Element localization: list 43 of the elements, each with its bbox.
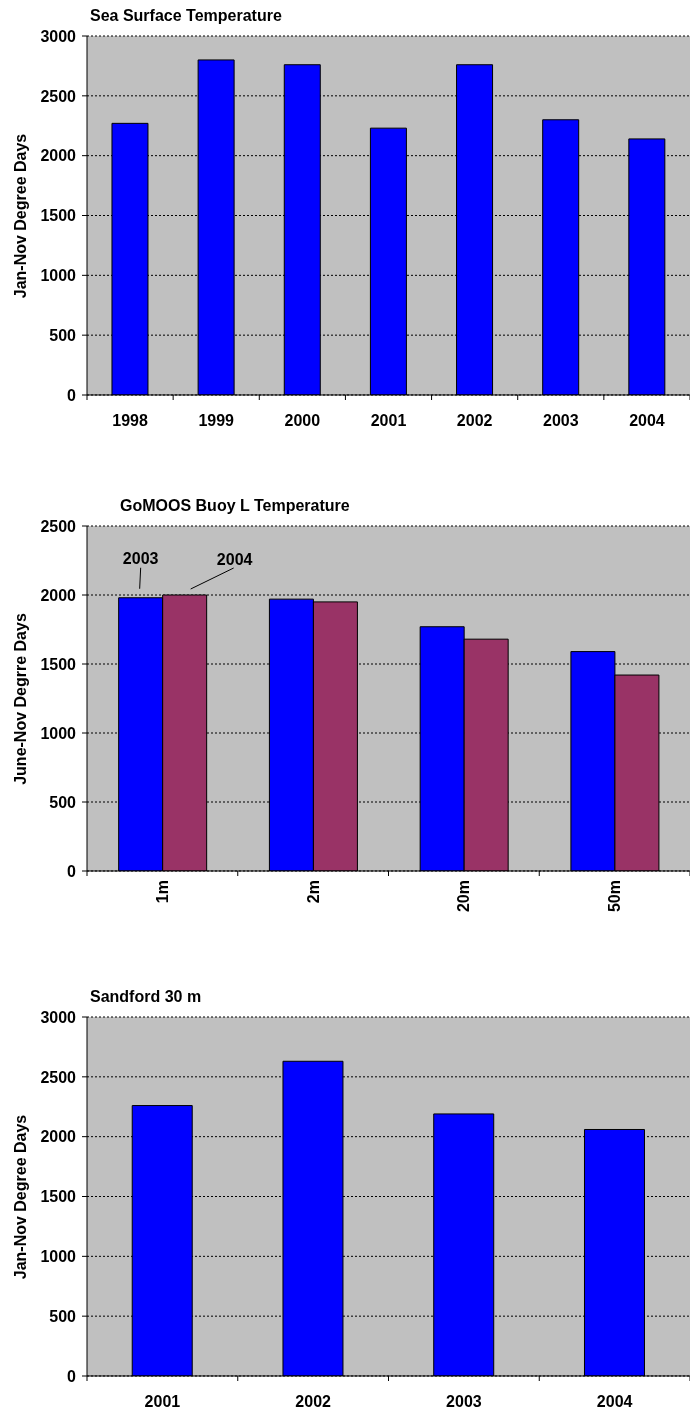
y-axis-title: Jan-Nov Degree Days [10,1114,30,1279]
y-tick-label: 1000 [40,1248,77,1266]
x-tick-label: 2004 [596,1393,633,1410]
x-tick-label: 2001 [370,412,407,429]
y-tick-label: 1000 [40,724,77,742]
y-tick-label: 2000 [40,586,77,604]
x-tick-label: 2003 [446,1393,482,1410]
y-tick-label: 500 [49,326,77,344]
y-tick-label: 1500 [40,1188,77,1206]
y-tick-label: 3000 [40,1008,77,1026]
y-tick-label: 2000 [40,147,77,165]
y-axis-title: Jan-Nov Degree Days [10,133,30,298]
x-tick-label: 2003 [542,412,579,429]
x-tick-label: 20m [455,880,473,913]
x-tick-label: 50m [606,880,624,913]
x-tick-label: 1m [153,880,171,904]
y-tick-label: 500 [49,1307,77,1325]
series-label: 2003 [122,550,159,568]
y-tick-label: 1500 [40,207,77,225]
y-axis-title: June-Nov Degrre Days [10,612,30,785]
y-tick-label: 2500 [40,1068,77,1086]
y-tick-label: 2500 [40,517,77,535]
y-tick-label: 2000 [40,1128,77,1146]
x-tick-label: 2004 [629,412,665,429]
y-tick-label: 1500 [40,655,77,673]
y-tick-label: 1000 [40,267,77,285]
chart-title: Sea Surface Temperature [90,6,282,25]
x-tick-label: 2002 [456,412,493,429]
y-tick-label: 0 [67,386,77,404]
y-tick-label: 0 [67,862,77,880]
y-tick-label: 0 [67,1367,77,1385]
y-tick-label: 3000 [40,27,77,45]
chart-title: Sandford 30 m [90,987,202,1006]
series-label: 2004 [216,550,253,568]
x-tick-label: 2001 [144,1393,181,1410]
y-tick-label: 500 [49,793,77,811]
x-tick-label: 1998 [112,412,148,429]
x-tick-label: 1999 [198,412,235,429]
x-tick-label: 2000 [284,412,321,429]
x-tick-label: 2m [304,880,322,904]
x-tick-label: 2002 [295,1393,332,1410]
y-tick-label: 2500 [40,87,77,105]
chart-title: GoMOOS Buoy L Temperature [120,496,350,515]
